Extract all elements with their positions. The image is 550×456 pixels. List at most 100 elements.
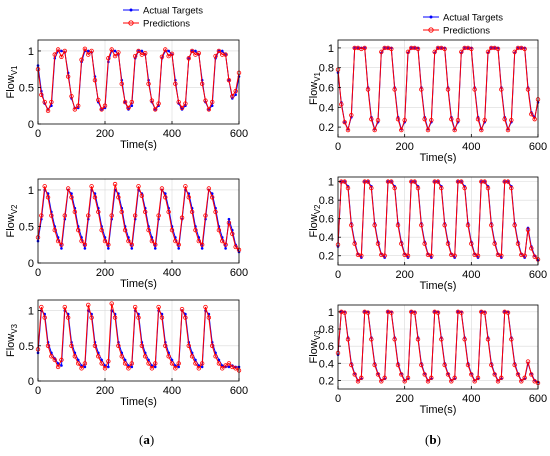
prediction-point [349,362,354,368]
prediction-point [159,54,165,59]
prediction-point [525,227,531,232]
y-tick-label: 0 [28,258,34,270]
x-tick-label: 200 [96,267,114,279]
prediction-point [109,213,114,218]
x-tick-label: 200 [96,385,114,397]
prediction-point [112,315,118,320]
prediction-point [119,354,124,359]
prediction-point [452,127,457,133]
prediction-point [389,179,394,184]
prediction-point [116,195,121,200]
prediction-point [126,105,131,111]
legend-actual-label: Actual Targets [443,13,503,24]
y-axis-label: FlowV3 [308,330,322,364]
prediction-point [489,362,494,368]
prediction-point [522,375,527,381]
prediction-point [153,242,158,247]
actual-point [147,358,150,362]
prediction-point [432,49,437,55]
chart-panel-b-v1: 0 200 400 600 0.2 0.4 0.6 0.8 1 Time(s) FlowV1 [308,39,547,164]
prediction-point [52,227,57,233]
prediction-point [179,306,185,312]
chart-panel-b-v2: 0 200 400 600 0.2 0.4 0.6 0.8 1 Time(s) FlowV2 [308,176,547,292]
y-axis-label: FlowV3 [5,323,19,357]
prediction-point [412,179,417,184]
prediction-point [146,81,151,87]
prediction-point [86,213,91,218]
prediction-point [79,57,84,62]
prediction-point [149,366,155,371]
y-tick-label: 0.2 [319,122,334,134]
actual-point [60,247,63,250]
prediction-point [462,337,467,342]
y-axis-label: FlowV1 [5,65,19,99]
prediction-point [49,99,54,105]
actual-point [167,49,170,53]
y-axis-label-sub: V3 [10,323,19,333]
y-tick-label: 0.4 [319,358,334,370]
prediction-point [82,46,88,51]
x-tick-label: 400 [462,141,480,153]
prediction-point [485,337,491,342]
actual-point [56,362,60,365]
prediction-point [532,116,537,122]
prediction-point [233,244,238,250]
actual-point [140,49,144,53]
prediction-point [96,354,101,359]
prediction-point [445,241,451,246]
prediction-point [365,179,371,184]
prediction-point [223,52,228,57]
prediction-point [505,127,511,133]
series-predictions-line [37,303,240,371]
prediction-point [512,49,517,55]
prediction-point [55,238,61,244]
prediction-point [482,310,487,315]
x-tick-label: 400 [163,267,181,279]
prediction-point [39,92,44,97]
prediction-point [469,46,474,52]
prediction-point [359,253,364,258]
prediction-point [515,241,521,246]
chart-panel-a-v1: 0 200 400 600 0 0.5 1 Time(s) FlowV1 [5,39,248,151]
axes-frame [37,39,240,125]
prediction-point [166,209,171,215]
prediction-point [492,372,497,377]
prediction-point [186,56,191,61]
prediction-point [96,209,101,215]
prediction-point [169,361,175,366]
y-tick-label: 1 [328,43,334,55]
actual-point [130,365,134,369]
actual-point [227,217,231,221]
prediction-point [59,54,64,59]
x-axis-label: Time(s) [420,404,457,416]
actual-point [113,49,117,53]
prediction-point [372,127,377,133]
prediction-point [216,48,222,54]
prediction-point [455,117,461,123]
prediction-point [139,193,145,198]
prediction-point [196,366,201,371]
prediction-point [79,238,84,244]
y-tick-label: 0.2 [319,375,334,387]
x-tick-label: 200 [395,141,413,153]
prediction-point [49,213,54,218]
prediction-point [149,98,155,103]
actual-point [60,49,63,53]
prediction-point [392,87,397,92]
prediction-point [213,209,218,215]
prediction-point [82,361,88,366]
prediction-point [186,195,191,200]
actual-point [197,364,201,367]
actual-point [130,247,134,250]
prediction-point [183,315,188,320]
prediction-point [220,366,225,371]
prediction-point [372,362,377,368]
prediction-point [129,242,134,247]
prediction-point [529,112,534,117]
prediction-point [352,372,357,377]
caption-b: (b) [425,432,441,447]
y-tick-label: 0.5 [19,82,34,94]
prediction-point [173,81,178,87]
y-tick-label: 1 [328,307,334,319]
prediction-point [203,213,208,218]
